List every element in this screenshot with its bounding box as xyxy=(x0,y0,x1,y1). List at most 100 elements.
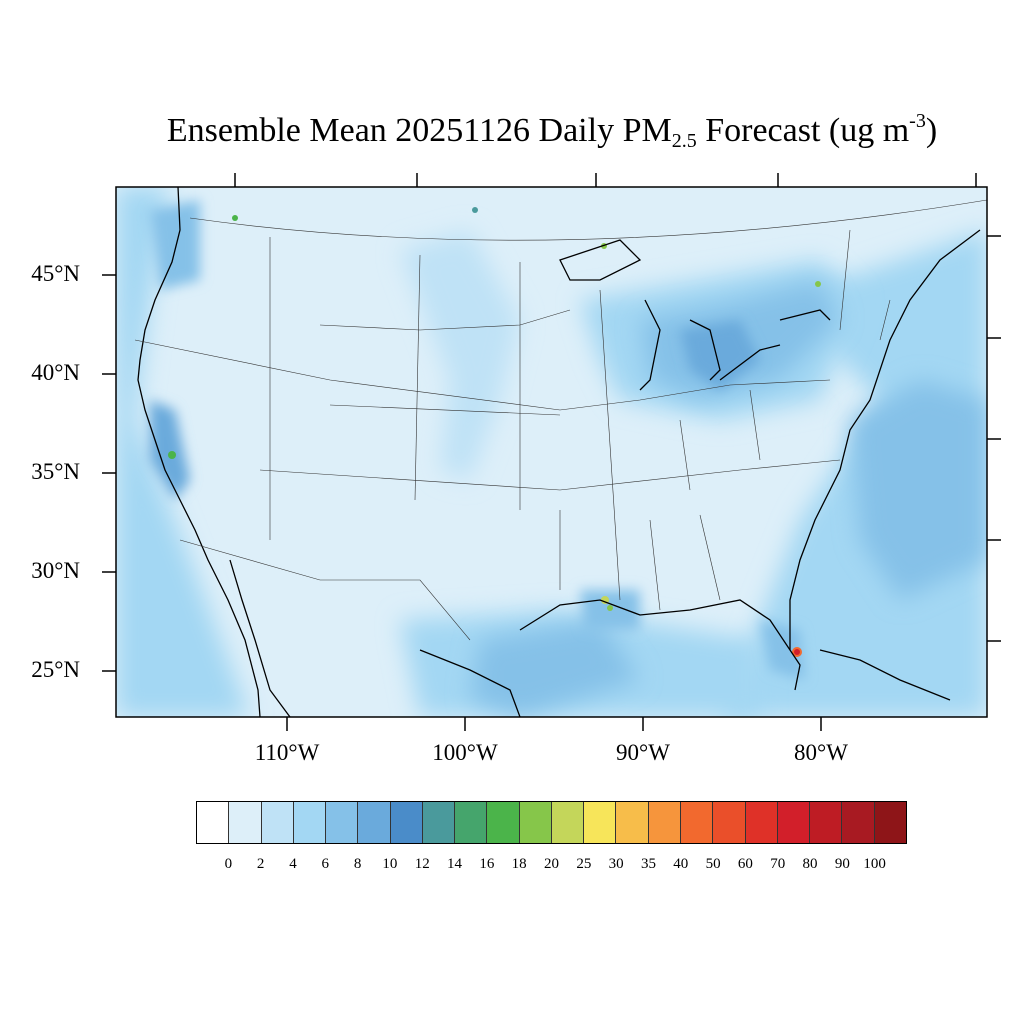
state-line-6 xyxy=(259,459,841,491)
lat-label-30: 30°N xyxy=(31,558,80,583)
state-line-12 xyxy=(679,419,691,491)
colorbar-level-label: 100 xyxy=(863,856,886,872)
colorbar-cell xyxy=(455,802,488,843)
pnw-field xyxy=(150,200,200,290)
left-ticks xyxy=(102,274,116,672)
montana-hotspot xyxy=(232,215,238,221)
lat-label-45: 45°N xyxy=(31,261,80,286)
colorbar-level-label: 2 xyxy=(256,856,265,872)
louisiana-hotspot-2 xyxy=(607,605,613,611)
lat-label-40: 40°N xyxy=(31,360,80,385)
colorbar-level-label: 8 xyxy=(353,856,362,872)
colorbar-cell xyxy=(584,802,617,843)
colorbar-cell xyxy=(519,802,552,843)
us-mexico-border xyxy=(179,539,471,641)
pacific-field xyxy=(116,187,250,717)
west-coast-line xyxy=(137,187,261,717)
colorbar-cell xyxy=(358,802,391,843)
colorbar-level-label: 35 xyxy=(640,856,656,872)
lat-label-35: 35°N xyxy=(31,459,80,484)
gulf-plume xyxy=(470,620,640,717)
state-line-1 xyxy=(134,339,831,411)
colorbar-level-label: 6 xyxy=(321,856,330,872)
new-york-hotspot xyxy=(815,281,821,287)
atlantic-field xyxy=(720,230,987,717)
colorbar-cell xyxy=(713,802,746,843)
state-line-13 xyxy=(749,389,761,461)
cuba-line xyxy=(819,649,951,701)
colorbar-level-label: 4 xyxy=(289,856,297,872)
lake-ontario-line xyxy=(779,309,831,321)
florida-hotspot-core xyxy=(794,649,800,655)
colorbar-level-label: 16 xyxy=(479,856,495,872)
lake-huron-line xyxy=(689,319,721,381)
colorbar-cell xyxy=(293,802,327,843)
lon-label-80: 80°W xyxy=(794,740,848,765)
colorbar-level-label: 60 xyxy=(737,856,753,872)
lake-superior-line xyxy=(559,239,642,281)
coastlines xyxy=(137,187,981,717)
colorbar-level-label: 30 xyxy=(608,856,624,872)
colorbar-cell xyxy=(874,802,906,843)
colorbar-level-label: 18 xyxy=(511,856,527,872)
lon-label-100: 100°W xyxy=(432,740,498,765)
right-ticks xyxy=(987,235,1001,642)
colorbar-cell xyxy=(390,802,423,843)
bottom-ticks xyxy=(286,717,822,731)
colorbar-level-label: 40 xyxy=(673,856,689,872)
texas-coast-line xyxy=(419,649,521,717)
lon-label-90: 90°W xyxy=(616,740,670,765)
east-coast-line xyxy=(789,229,981,650)
state-line-3 xyxy=(414,254,421,501)
baja-coast-line xyxy=(229,559,291,717)
us-canada-border xyxy=(189,199,987,241)
colorbar-level-label: 25 xyxy=(576,856,592,872)
colorbar-cell xyxy=(745,802,778,843)
state-line-11 xyxy=(699,514,721,601)
lat-label-25: 25°N xyxy=(31,657,80,682)
map-frame xyxy=(115,186,988,718)
map-title: Ensemble Mean 20251126 Daily PM2.5 Forec… xyxy=(166,110,938,152)
colorbar-cell xyxy=(810,802,843,843)
colorbar-level-label: 12 xyxy=(414,856,430,872)
colorbar-cell xyxy=(197,802,230,843)
great-lakes-core xyxy=(680,320,760,390)
colorbar-cell xyxy=(326,802,359,843)
gulf-coast-line xyxy=(519,599,801,691)
plains-field xyxy=(400,230,520,480)
california-valley xyxy=(150,400,190,500)
colorbar-level-label: 10 xyxy=(382,856,398,872)
colorbar xyxy=(196,801,907,844)
lake-michigan-line xyxy=(639,299,661,391)
colorbar-cell xyxy=(777,802,811,843)
colorbar-cell xyxy=(842,802,875,843)
top-ticks xyxy=(234,173,977,187)
north-dakota-hotspot xyxy=(472,207,478,213)
colorbar-cell xyxy=(229,802,262,843)
colorbar-level-label: 90 xyxy=(834,856,850,872)
colorbar-level-label: 80 xyxy=(802,856,818,872)
colorbar-cell xyxy=(261,802,294,843)
colorbar-level-label: 50 xyxy=(705,856,721,872)
colorbar-level-label: 70 xyxy=(770,856,786,872)
colorbar-level-label: 20 xyxy=(544,856,559,872)
state-line-8 xyxy=(329,404,561,416)
state-line-15 xyxy=(879,299,891,341)
california-hotspot xyxy=(168,451,176,459)
state-line-7 xyxy=(319,309,571,331)
florida-field xyxy=(760,620,805,680)
atlantic-plume xyxy=(850,380,987,600)
concentration-field xyxy=(116,187,987,717)
state-line-14 xyxy=(839,229,851,331)
lake-erie-line xyxy=(719,344,781,381)
colorbar-cell xyxy=(551,802,585,843)
colorbar-level-label: 0 xyxy=(224,856,233,872)
colorbar-cell xyxy=(648,802,681,843)
colorbar-cell xyxy=(487,802,520,843)
state-line-10 xyxy=(649,519,661,611)
colorbar-cell xyxy=(422,802,456,843)
state-borders xyxy=(134,199,987,641)
colorbar-cell xyxy=(616,802,649,843)
colorbar-level-label: 14 xyxy=(447,856,463,872)
